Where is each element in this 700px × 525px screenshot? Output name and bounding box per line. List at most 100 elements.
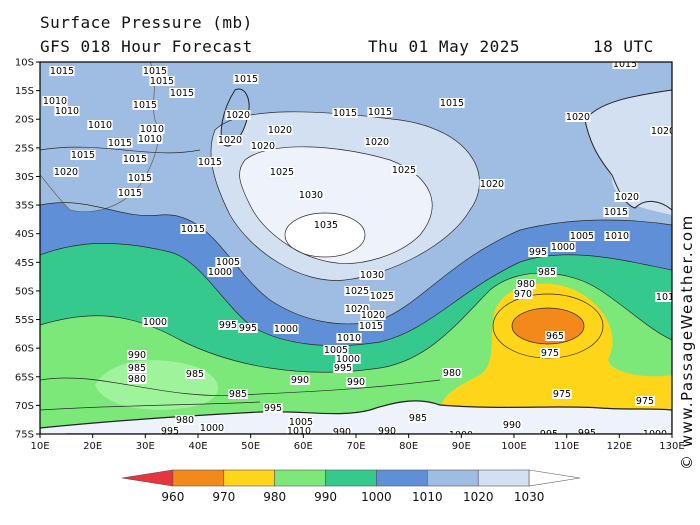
scale-label: 1030 <box>514 490 545 504</box>
isobar-label: 1015 <box>128 173 152 184</box>
isobar-label-bg <box>528 247 548 257</box>
isobar-label: 1015 <box>123 154 147 165</box>
lat-label: 20S <box>15 115 34 126</box>
scale-swatch <box>528 469 581 487</box>
isobar-label-bg <box>502 420 522 430</box>
isobar-label: 990 <box>503 420 521 431</box>
isobar-label: 995 <box>578 428 596 439</box>
isobar-label: 1035 <box>314 220 338 231</box>
isobar-label-bg <box>42 96 68 106</box>
isobar-label: 1010 <box>140 124 164 135</box>
isobar-label-bg <box>364 137 390 147</box>
isobar-label-bg <box>127 363 147 373</box>
isobar-label-bg <box>54 106 80 116</box>
lat-label: 15S <box>15 86 34 97</box>
isobar-label: 1015 <box>613 59 637 70</box>
scale-swatch <box>121 469 174 487</box>
lat-label: 30S <box>15 172 34 183</box>
isobar-label: 1025 <box>345 286 369 297</box>
isobar-label-bg <box>604 231 630 241</box>
isobar-label: 1005 <box>570 231 594 242</box>
scale-swatch <box>427 469 479 487</box>
isobar-label: 1015 <box>108 138 132 149</box>
isobar-label: 985 <box>409 413 427 424</box>
isobar-label: 990 <box>333 427 351 438</box>
isobar-label-bg <box>603 207 629 217</box>
isobar-label: 1020 <box>615 192 639 203</box>
isobar-label-bg <box>127 350 147 360</box>
lat-label: 25S <box>15 143 34 154</box>
isobar-label: 1005 <box>324 345 348 356</box>
isobar-label: 1020 <box>365 137 389 148</box>
isobar-label: 990 <box>378 426 396 437</box>
isobar-label-bg <box>358 321 384 331</box>
isobar-label: 1010 <box>287 426 311 437</box>
isobar-label-bg <box>263 403 283 413</box>
scale-label: 980 <box>263 490 286 504</box>
isobar-label: 1020 <box>251 141 275 152</box>
isobar-label-bg <box>368 441 387 451</box>
isobar-label: 1015 <box>368 107 392 118</box>
isobar-label-bg <box>87 120 113 130</box>
isobar-label-bg <box>257 446 282 456</box>
isobar-label-bg <box>142 317 168 327</box>
lon-label: 110E <box>554 441 579 452</box>
isobar-label: 1000 <box>274 324 298 335</box>
isobar-label: 995 <box>161 426 179 437</box>
isobar-label: 980 <box>443 368 461 379</box>
isobar-label: 975 <box>541 348 559 359</box>
isobar-label: 1015 <box>50 66 74 77</box>
isobar-label-bg <box>332 427 352 434</box>
isobar-label: 1015 <box>604 207 628 218</box>
scale-label: 1020 <box>463 490 494 504</box>
isobar-label: 1025 <box>270 167 294 178</box>
isobar-label-bg <box>180 224 206 234</box>
isobar-label-bg <box>215 257 241 267</box>
isobar-label: 985 <box>186 369 204 380</box>
isobar-label-bg <box>107 138 133 148</box>
isobar-label: 1025 <box>230 452 254 463</box>
isobar-label: 1000 <box>336 354 360 365</box>
isobar-label-bg <box>539 429 559 434</box>
credit-watermark: © www.PassageWeather.com <box>678 214 696 470</box>
isobar-label: 1010 <box>55 106 79 117</box>
isobar-label-bg <box>273 324 299 334</box>
isobar-label: 990 <box>128 350 146 361</box>
isobar-label-bg <box>218 320 238 330</box>
isobar-label: 990 <box>291 375 309 386</box>
isobar-label-bg <box>197 157 223 167</box>
isobar-label: 1010 <box>138 134 162 145</box>
isobar-label-bg <box>149 76 175 86</box>
australia-landmass <box>584 89 672 211</box>
isobar-label-bg <box>323 345 349 355</box>
lat-label: 55S <box>15 315 34 326</box>
isobar-label-bg <box>199 423 225 433</box>
isobar-label-bg <box>377 426 397 434</box>
lat-label: 50S <box>15 286 34 297</box>
isobar-label: 975 <box>636 396 654 407</box>
high-pressure-core <box>285 213 365 257</box>
isobar-label-bg <box>642 429 668 434</box>
isobar-label: 1025 <box>392 165 416 176</box>
isobar-label-bg <box>344 286 370 296</box>
lat-label: 60S <box>15 344 34 355</box>
isobar-label: 1015 <box>170 88 194 99</box>
scale-swatch <box>274 469 326 487</box>
isobar-label: 1005 <box>216 257 240 268</box>
isobar-label-bg <box>333 363 353 373</box>
isobar-label-bg <box>225 110 251 120</box>
isobar-label-bg <box>117 188 143 198</box>
isobar-label-bg <box>139 124 165 134</box>
isobar-label-bg <box>552 389 572 399</box>
isobar-label-bg <box>132 100 158 110</box>
isobar-label-bg <box>448 430 474 434</box>
map-title: Surface Pressure (mb) <box>40 13 253 32</box>
isobar-label-bg <box>365 449 384 459</box>
isobar-label-bg <box>655 292 672 302</box>
isobar-label-bg <box>540 348 560 358</box>
isobar-label: 1020 <box>566 112 590 123</box>
latitude-axis: 10S 15S 20S 25S 30S 35S 40S 45S 50S 55S 60S 65S 70S 7… <box>15 58 40 441</box>
isobar-label: 1015 <box>150 76 174 87</box>
